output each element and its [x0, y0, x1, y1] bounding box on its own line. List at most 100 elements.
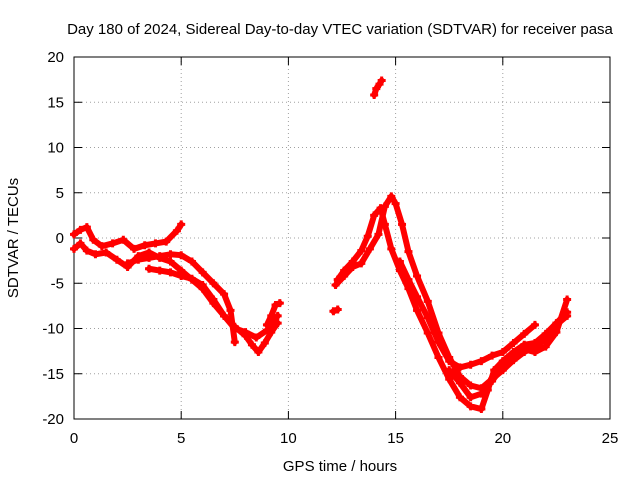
data-point: [498, 348, 507, 357]
series-track-e: [262, 299, 284, 329]
data-point: [230, 338, 239, 347]
data-point: [348, 257, 357, 266]
data-point: [273, 319, 282, 328]
data-point: [155, 252, 164, 261]
data-point: [363, 232, 372, 241]
x-tick-label: 10: [280, 430, 297, 447]
data-point: [162, 237, 171, 246]
grid-lines: [74, 57, 610, 419]
y-tick-label: 15: [47, 94, 64, 111]
series-track-i: [395, 257, 539, 372]
data-point: [365, 244, 374, 253]
x-tick-label: 0: [70, 430, 78, 447]
data-point: [413, 292, 422, 301]
data-point: [89, 235, 98, 244]
data-point: [267, 328, 276, 337]
data-point: [488, 376, 497, 385]
data-point: [370, 211, 379, 220]
data-point: [220, 311, 229, 320]
data-point: [340, 266, 349, 275]
data-point: [187, 257, 196, 266]
data-point: [209, 279, 218, 288]
y-tick-labels: -20 -15 -10 -5 0 5 10 15 20: [42, 49, 64, 428]
series-track-d: [145, 264, 282, 357]
data-point: [70, 244, 78, 253]
data-point: [520, 345, 529, 354]
data-point: [541, 342, 550, 351]
series-track-c: [123, 250, 239, 347]
data-point: [220, 290, 229, 299]
data-point: [357, 259, 366, 268]
data-point: [498, 362, 507, 371]
y-axis-label: SDTVAR / TECUs: [5, 178, 22, 298]
y-tick-label: -20: [42, 411, 64, 428]
data-point: [262, 320, 271, 329]
data-point: [166, 257, 175, 266]
data-point: [466, 360, 475, 369]
data-point: [398, 220, 407, 229]
data-point: [413, 272, 422, 281]
y-tick-label: 10: [47, 140, 64, 157]
data-point: [455, 363, 464, 372]
y-tick-label: -10: [42, 321, 64, 338]
data-point: [466, 393, 475, 402]
data-point: [198, 268, 207, 277]
data-point: [552, 328, 561, 337]
data-point: [563, 295, 572, 304]
data-point: [541, 329, 550, 338]
data-point: [477, 357, 486, 366]
data-point: [520, 329, 529, 338]
data-point: [123, 259, 132, 268]
data-point: [380, 220, 389, 229]
y-tick-label: 5: [56, 185, 64, 202]
x-tick-label: 5: [177, 430, 185, 447]
data-point: [423, 297, 432, 306]
data-point: [177, 251, 186, 260]
data-point: [70, 230, 78, 239]
data-point: [455, 393, 464, 402]
data-point: [372, 84, 381, 93]
data-point: [151, 239, 160, 248]
data-point: [333, 305, 342, 314]
y-tick-label: -15: [42, 366, 64, 383]
chart-title: Day 180 of 2024, Sidereal Day-to-day VTE…: [67, 21, 613, 38]
data-point: [145, 264, 154, 273]
series-track-b: [70, 220, 186, 253]
data-point: [488, 351, 497, 360]
series-trace: [446, 296, 571, 401]
data-point: [395, 257, 404, 266]
y-tick-label: 0: [56, 230, 64, 247]
data-point: [509, 353, 518, 362]
data-point: [271, 300, 280, 309]
data-point: [134, 255, 143, 264]
data-point: [145, 253, 154, 262]
series-trace: [396, 258, 538, 371]
data-point: [477, 405, 486, 414]
data-point: [267, 311, 276, 320]
data-point: [530, 338, 539, 347]
data-point: [97, 242, 106, 251]
x-tick-label: 20: [494, 430, 511, 447]
data-point: [377, 76, 386, 85]
data-point: [155, 266, 164, 275]
data-point: [76, 225, 85, 234]
data-point: [423, 313, 432, 322]
data-point: [112, 255, 121, 264]
x-axis-label: GPS time / hours: [283, 458, 397, 475]
x-tick-label: 15: [387, 430, 404, 447]
data-point: [177, 272, 186, 281]
data-point: [477, 389, 486, 398]
data-point: [166, 250, 175, 259]
data-point: [455, 378, 464, 387]
data-point: [230, 322, 239, 331]
data-point: [260, 338, 269, 347]
data-point: [331, 281, 340, 290]
data-point: [102, 248, 111, 257]
data-point: [387, 244, 396, 253]
data-point: [530, 348, 539, 357]
data-point: [76, 239, 85, 248]
data-point: [254, 348, 263, 357]
x-tick-label: 25: [602, 430, 619, 447]
data-point: [509, 338, 518, 347]
